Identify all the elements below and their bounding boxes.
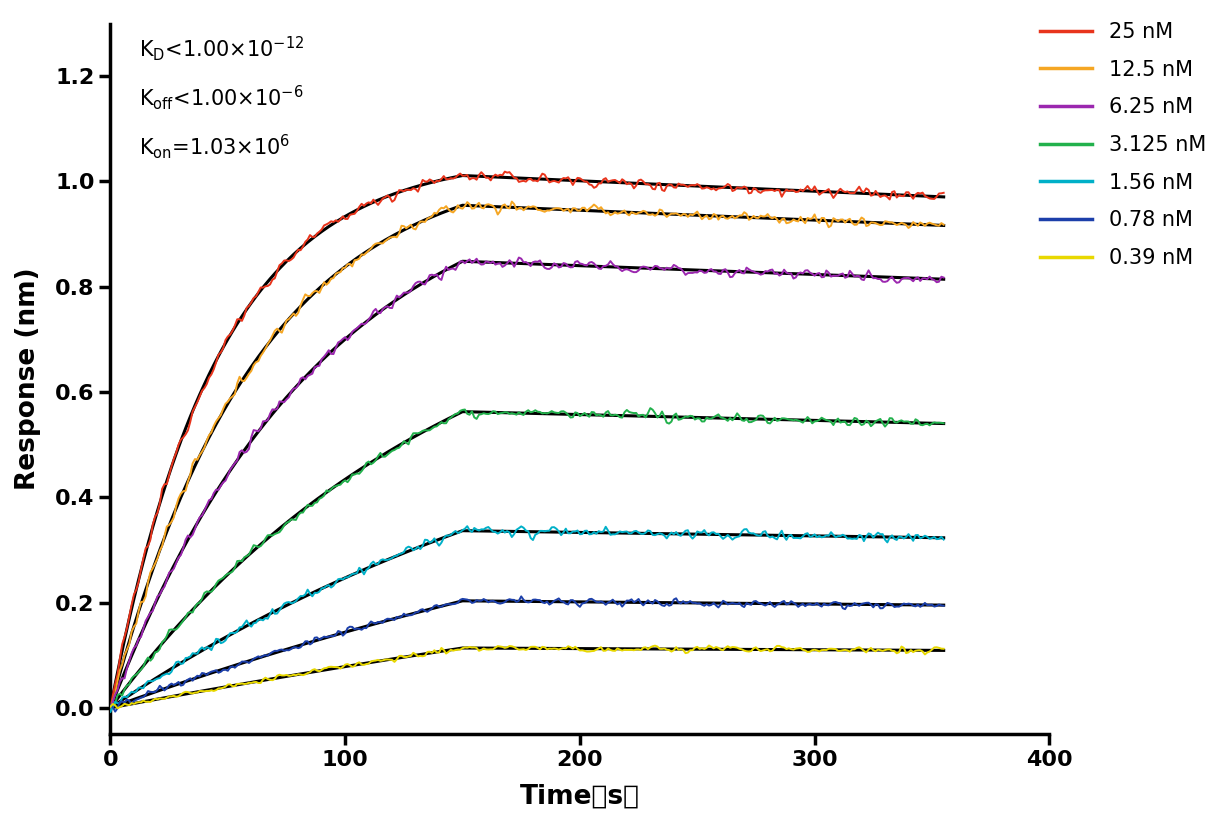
X-axis label: Time（s）: Time（s） — [520, 784, 639, 810]
Text: K$_\mathregular{D}$<1.00×10$^{-12}$
K$_\mathregular{off}$<1.00×10$^{-6}$
K$_\mat: K$_\mathregular{D}$<1.00×10$^{-12}$ K$_\… — [139, 34, 304, 161]
Y-axis label: Response (nm): Response (nm) — [15, 267, 41, 490]
Legend: 25 nM, 12.5 nM, 6.25 nM, 3.125 nM, 1.56 nM, 0.78 nM, 0.39 nM: 25 nM, 12.5 nM, 6.25 nM, 3.125 nM, 1.56 … — [1031, 13, 1214, 276]
